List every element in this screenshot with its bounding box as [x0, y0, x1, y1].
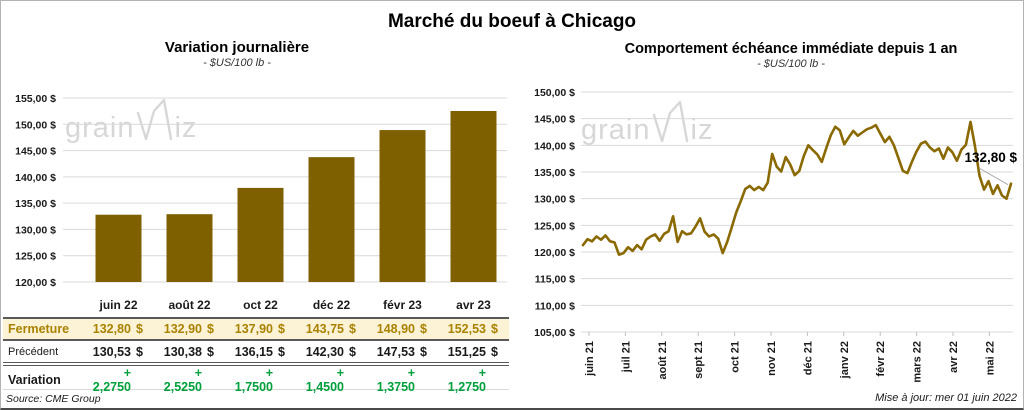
update-note: Mise à jour: mer 01 juin 2022	[875, 392, 1017, 404]
table-cell: + 1,4500	[305, 366, 344, 394]
table-cell: 148,90 $	[376, 322, 427, 336]
line-chart-header: Comportement échéance immédiate depuis 1…	[557, 41, 1023, 70]
svg-text:150,00 $: 150,00 $	[15, 119, 56, 131]
table-cell: 132,90 $	[163, 322, 214, 336]
bar-chart: 155,00 $ 150,00 $ 145,00 $ 140,00 $ 135,00 $…	[15, 93, 507, 289]
svg-text:mai 22: mai 22	[984, 341, 996, 375]
svg-text:135,00 $: 135,00 $	[534, 167, 575, 179]
svg-text:août 21: août 21	[657, 341, 669, 380]
row-label-precedent: Précédent	[8, 345, 59, 358]
table-cell: 132,80 $	[92, 322, 143, 336]
svg-text:févr 22: févr 22	[875, 341, 887, 376]
table-cell: + 2,2750	[92, 366, 131, 394]
svg-text:150,00 $: 150,00 $	[534, 87, 575, 99]
table-row-variation: Variation + 2,2750 + 2,5250 + 1,7500 + 1…	[3, 366, 509, 394]
table-cell: + 1,3750	[376, 366, 415, 394]
svg-text:135,00 $: 135,00 $	[15, 198, 56, 210]
svg-text:132,80 $: 132,80 $	[964, 150, 1017, 165]
source-note: Source: CME Group	[6, 393, 101, 405]
table-cell: 151,25 $	[447, 344, 498, 359]
svg-text:120,00 $: 120,00 $	[15, 277, 56, 289]
svg-text:sept 21: sept 21	[693, 341, 705, 379]
month-header: avr 23	[456, 298, 491, 312]
svg-text:110,00 $: 110,00 $	[535, 300, 575, 312]
svg-text:140,00 $: 140,00 $	[534, 140, 575, 152]
table-cell: 130,38 $	[163, 344, 214, 359]
svg-text:145,00 $: 145,00 $	[15, 146, 56, 158]
svg-text:145,00 $: 145,00 $	[534, 114, 575, 126]
svg-text:105,00 $: 105,00 $	[534, 327, 575, 339]
svg-text:125,00 $: 125,00 $	[534, 220, 575, 232]
svg-text:janv 22: janv 22	[839, 341, 851, 379]
svg-text:juil 21: juil 21	[620, 341, 632, 373]
svg-text:nov 21: nov 21	[766, 341, 778, 376]
row-label-fermeture: Fermeture	[8, 322, 70, 336]
page-title: Marché du boeuf à Chicago	[387, 11, 637, 32]
line-chart-subtitle: - $US/100 lb -	[757, 58, 825, 70]
bar-chart-subtitle: - $US/100 lb -	[203, 57, 271, 69]
table-cell: 152,53 $	[447, 322, 498, 336]
line-chart: 150,00 $ 145,00 $ 140,00 $ 135,00 $ 130,00 $…	[534, 87, 1017, 383]
month-header: févr 23	[383, 298, 422, 312]
table-row-precedent: Précédent 130,53 $ 130,38 $ 136,15 $ 142,30…	[3, 341, 509, 366]
svg-text:déc 21: déc 21	[802, 341, 814, 375]
table-cell: 142,30 $	[305, 344, 356, 359]
line-chart-title: Comportement échéance immédiate depuis 1…	[624, 41, 958, 57]
svg-text:130,00 $: 130,00 $	[15, 224, 56, 236]
table-cell: 137,90 $	[234, 322, 285, 336]
table-cell: 147,53 $	[376, 344, 427, 359]
table-cell: 130,53 $	[92, 344, 143, 359]
svg-text:155,00 $: 155,00 $	[15, 93, 56, 105]
svg-text:oct 21: oct 21	[730, 341, 742, 373]
svg-text:avr 22: avr 22	[948, 341, 960, 373]
month-header: oct 22	[243, 298, 278, 312]
bar-chart-header: Variation journalière - $US/100 lb -	[1, 39, 473, 69]
table-cell: 143,75 $	[305, 322, 356, 336]
row-label-variation: Variation	[8, 373, 61, 387]
svg-text:mars 22: mars 22	[912, 341, 924, 383]
bar-chart-title: Variation journalière	[164, 39, 310, 56]
table-header-row: juin 22 août 22 oct 22 déc 22 févr 23 av…	[3, 293, 509, 317]
month-header: août 22	[168, 298, 211, 312]
svg-text:130,00 $: 130,00 $	[534, 194, 575, 206]
table-cell: 136,15 $	[234, 344, 285, 359]
table-cell: + 1,7500	[234, 366, 273, 394]
svg-text:125,00 $: 125,00 $	[15, 251, 56, 263]
month-header: juin 22	[99, 298, 138, 312]
table-cell: + 2,5250	[163, 366, 202, 394]
one-year-trend-panel: Comportement échéance immédiate depuis 1…	[513, 1, 1023, 408]
futures-table: juin 22 août 22 oct 22 déc 22 févr 23 av…	[3, 293, 509, 394]
month-header: déc 22	[312, 298, 351, 312]
table-cell: + 1,2750	[447, 366, 486, 394]
daily-variation-panel: Variation journalière - $US/100 lb - gra…	[1, 1, 513, 408]
svg-text:120,00 $: 120,00 $	[534, 247, 575, 259]
svg-text:115,00 $: 115,00 $	[535, 274, 575, 286]
svg-text:140,00 $: 140,00 $	[15, 172, 56, 184]
svg-text:juin 21: juin 21	[584, 341, 596, 377]
table-row-fermeture: Fermeture 132,80 $ 132,90 $ 137,90 $ 143,75…	[3, 317, 509, 341]
